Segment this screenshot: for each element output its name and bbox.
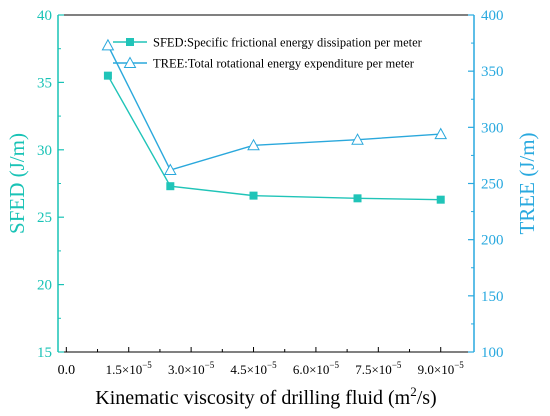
left-y-tick-label: 15	[37, 345, 52, 361]
sfed-data-point	[436, 195, 445, 204]
left-y-axis-title: SFED (J/m)	[5, 133, 29, 234]
x-tick-label: 4.5×10−5	[230, 360, 277, 377]
legend-label-sfed: SFED:Specific frictional energy dissipat…	[153, 36, 423, 50]
tree-data-point	[247, 138, 260, 151]
axes: 15 20 25 30 35 40 100 150 200 250 300 350 400 0.0 1.5×…	[37, 8, 504, 378]
x-axis-title: Kinematic viscosity of drilling fluid (m…	[95, 384, 436, 409]
legend-label-tree: TREE:Total rotational energy expenditure…	[153, 57, 415, 71]
left-y-tick-label: 35	[37, 75, 52, 91]
x-tick-label: 1.5×10−5	[106, 360, 153, 377]
left-y-tick-label: 20	[37, 278, 52, 294]
sfed-data-point	[249, 191, 258, 200]
tree-data-point	[434, 127, 448, 140]
left-y-tick-label: 25	[37, 210, 52, 226]
legend-triangle-marker	[123, 56, 137, 68]
left-y-tick-label: 30	[37, 143, 52, 159]
sfed-data-point	[103, 71, 112, 80]
right-y-tick-label: 200	[481, 233, 504, 249]
sfed-data-point	[166, 182, 175, 191]
right-y-axis-title: TREE (J/m)	[515, 132, 539, 234]
sfed-data-point	[353, 194, 362, 203]
tree-data-point	[163, 163, 177, 176]
x-tick-label: 0.0	[58, 363, 76, 378]
tree-data-point	[351, 133, 364, 145]
legend: SFED:Specific frictional energy dissipat…	[113, 36, 423, 71]
axis-titles: SFED (J/m) TREE (J/m) Kinematic viscosity …	[5, 132, 539, 409]
x-tick-label: 3.0×10−5	[168, 360, 215, 377]
right-y-tick-label: 250	[481, 177, 504, 193]
right-y-tick-label: 100	[481, 345, 504, 361]
data-marks	[101, 38, 448, 204]
x-tick-label: 6.0×10−5	[293, 360, 340, 377]
right-y-tick-label: 300	[481, 120, 504, 136]
tree-data-point	[101, 38, 115, 51]
right-y-tick-label: 150	[481, 289, 504, 305]
x-tick-label: 7.5×10−5	[355, 360, 402, 377]
right-y-tick-label: 350	[481, 64, 504, 80]
x-tick-label: 9.0×10−5	[418, 360, 465, 377]
left-y-tick-label: 40	[37, 8, 52, 24]
legend-square-marker	[126, 38, 134, 46]
right-y-tick-label: 400	[481, 8, 504, 24]
